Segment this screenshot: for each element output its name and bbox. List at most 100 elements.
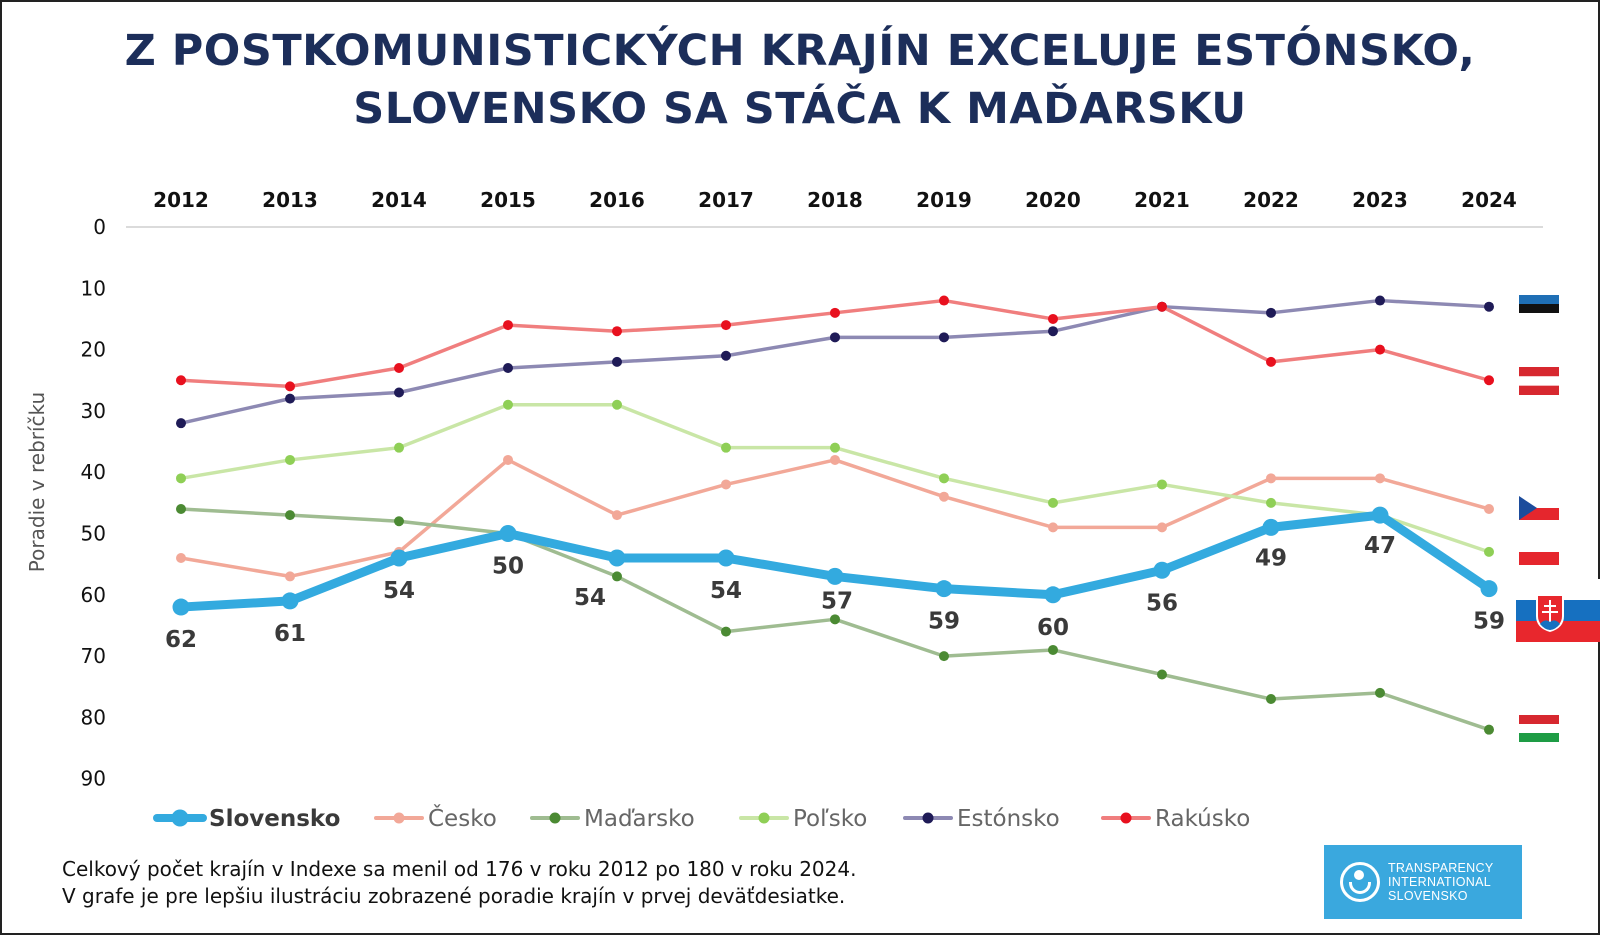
data-label: 56: [1146, 590, 1178, 616]
transparency-international-logo: TRANSPARENCY INTERNATIONAL SLOVENSKO: [1324, 845, 1522, 919]
data-point: [830, 454, 840, 465]
legend-marker: [393, 812, 405, 824]
legend-item-Estónsko: Estónsko: [903, 806, 1060, 832]
data-label: 50: [492, 554, 524, 580]
data-point: [830, 614, 840, 625]
data-point: [281, 592, 299, 610]
data-point: [721, 350, 731, 361]
data-point: [1375, 473, 1385, 484]
data-point: [721, 442, 731, 453]
data-point: [1048, 644, 1058, 655]
x-tick-label: 2014: [371, 188, 427, 212]
legend-marker: [758, 812, 770, 824]
data-point: [939, 295, 949, 306]
flag-stripe: [1519, 552, 1559, 565]
x-tick-label: 2018: [807, 188, 863, 212]
data-point: [285, 381, 295, 392]
data-point: [1044, 586, 1062, 604]
data-point: [503, 454, 513, 465]
hills: [1540, 620, 1560, 630]
data-point: [1157, 669, 1167, 680]
legend-marker: [1120, 812, 1132, 824]
data-point: [717, 549, 735, 567]
data-point: [1484, 375, 1494, 386]
y-tick-label: 70: [81, 644, 106, 668]
data-point: [1262, 518, 1280, 536]
flag-stripe: [1519, 313, 1559, 322]
chart-title-line-1: Z POSTKOMUNISTICKÝCH KRAJÍN EXCELUJE EST…: [124, 26, 1476, 76]
data-point: [1153, 561, 1171, 579]
data-point: [1484, 724, 1494, 735]
data-label: 54: [574, 585, 606, 611]
data-label: 54: [710, 578, 742, 604]
flag-stripe: [1516, 621, 1600, 642]
data-point: [285, 454, 295, 465]
y-tick-label: 30: [81, 399, 106, 423]
y-tick-label: 60: [81, 583, 106, 607]
legend-label: Slovensko: [209, 806, 340, 832]
data-label: 59: [928, 609, 960, 635]
series-Rakúsko: [176, 295, 1494, 392]
x-tick-label: 2020: [1025, 188, 1081, 212]
data-point: [1484, 503, 1494, 514]
data-label: 60: [1037, 615, 1069, 641]
data-point: [285, 393, 295, 404]
data-point: [176, 375, 186, 386]
flag-stripe: [1519, 715, 1559, 724]
austria-flag-icon: [1519, 367, 1559, 395]
data-point: [176, 418, 186, 429]
y-tick-label: 80: [81, 705, 106, 729]
data-point: [285, 571, 295, 582]
legend-marker: [171, 809, 189, 827]
data-point: [1266, 356, 1276, 367]
legend-item-Rakúsko: Rakúsko: [1101, 806, 1250, 832]
x-tick-label: 2019: [916, 188, 972, 212]
logo-line-3: SLOVENSKO: [1388, 889, 1468, 903]
flag-stripe: [1519, 539, 1559, 552]
flag-stripe: [1519, 295, 1559, 304]
data-point: [939, 491, 949, 502]
data-point: [394, 387, 404, 398]
legend-item-Poľsko: Poľsko: [739, 806, 867, 832]
x-tick-label: 2017: [698, 188, 754, 212]
data-point: [176, 503, 186, 514]
data-point: [1048, 497, 1058, 508]
data-point: [1266, 473, 1276, 484]
data-point: [612, 399, 622, 410]
data-point: [1266, 497, 1276, 508]
data-point: [612, 571, 622, 582]
data-point: [503, 362, 513, 373]
czech-flag-icon: [1519, 496, 1559, 520]
data-point: [1484, 301, 1494, 312]
data-point: [176, 473, 186, 484]
data-point: [826, 567, 844, 585]
data-point: [1048, 326, 1058, 337]
data-label: 49: [1255, 545, 1287, 571]
data-point: [499, 525, 517, 542]
data-point: [608, 549, 626, 567]
legend-item-Slovensko: Slovensko: [153, 806, 340, 832]
data-point: [1480, 580, 1498, 598]
footnote-line-2: V grafe je pre lepšiu ilustráciu zobraze…: [62, 884, 846, 908]
y-axis-title: Poradie v rebríčku: [25, 392, 49, 572]
legend-item-Česko: Česko: [374, 804, 497, 832]
data-point: [1375, 295, 1385, 306]
y-tick-label: 0: [93, 215, 106, 239]
data-label: 54: [383, 578, 415, 604]
data-point: [1157, 301, 1167, 312]
data-point: [721, 479, 731, 490]
series-line: [179, 458, 1491, 579]
poland-flag-icon: [1519, 539, 1559, 565]
data-point: [172, 598, 190, 616]
double-cross: [1542, 600, 1558, 622]
series-line: [179, 298, 1491, 425]
footnote-line-1: Celkový počet krajín v Indexe sa menil o…: [62, 857, 857, 881]
legend-label: Estónsko: [957, 806, 1060, 832]
estonia-flag-icon: [1519, 295, 1559, 322]
data-point: [394, 516, 404, 527]
data-point: [176, 553, 186, 564]
data-point: [939, 651, 949, 662]
flag-stripe: [1519, 733, 1559, 742]
legend-marker: [549, 812, 561, 824]
logo-line-1: TRANSPARENCY: [1388, 861, 1494, 875]
